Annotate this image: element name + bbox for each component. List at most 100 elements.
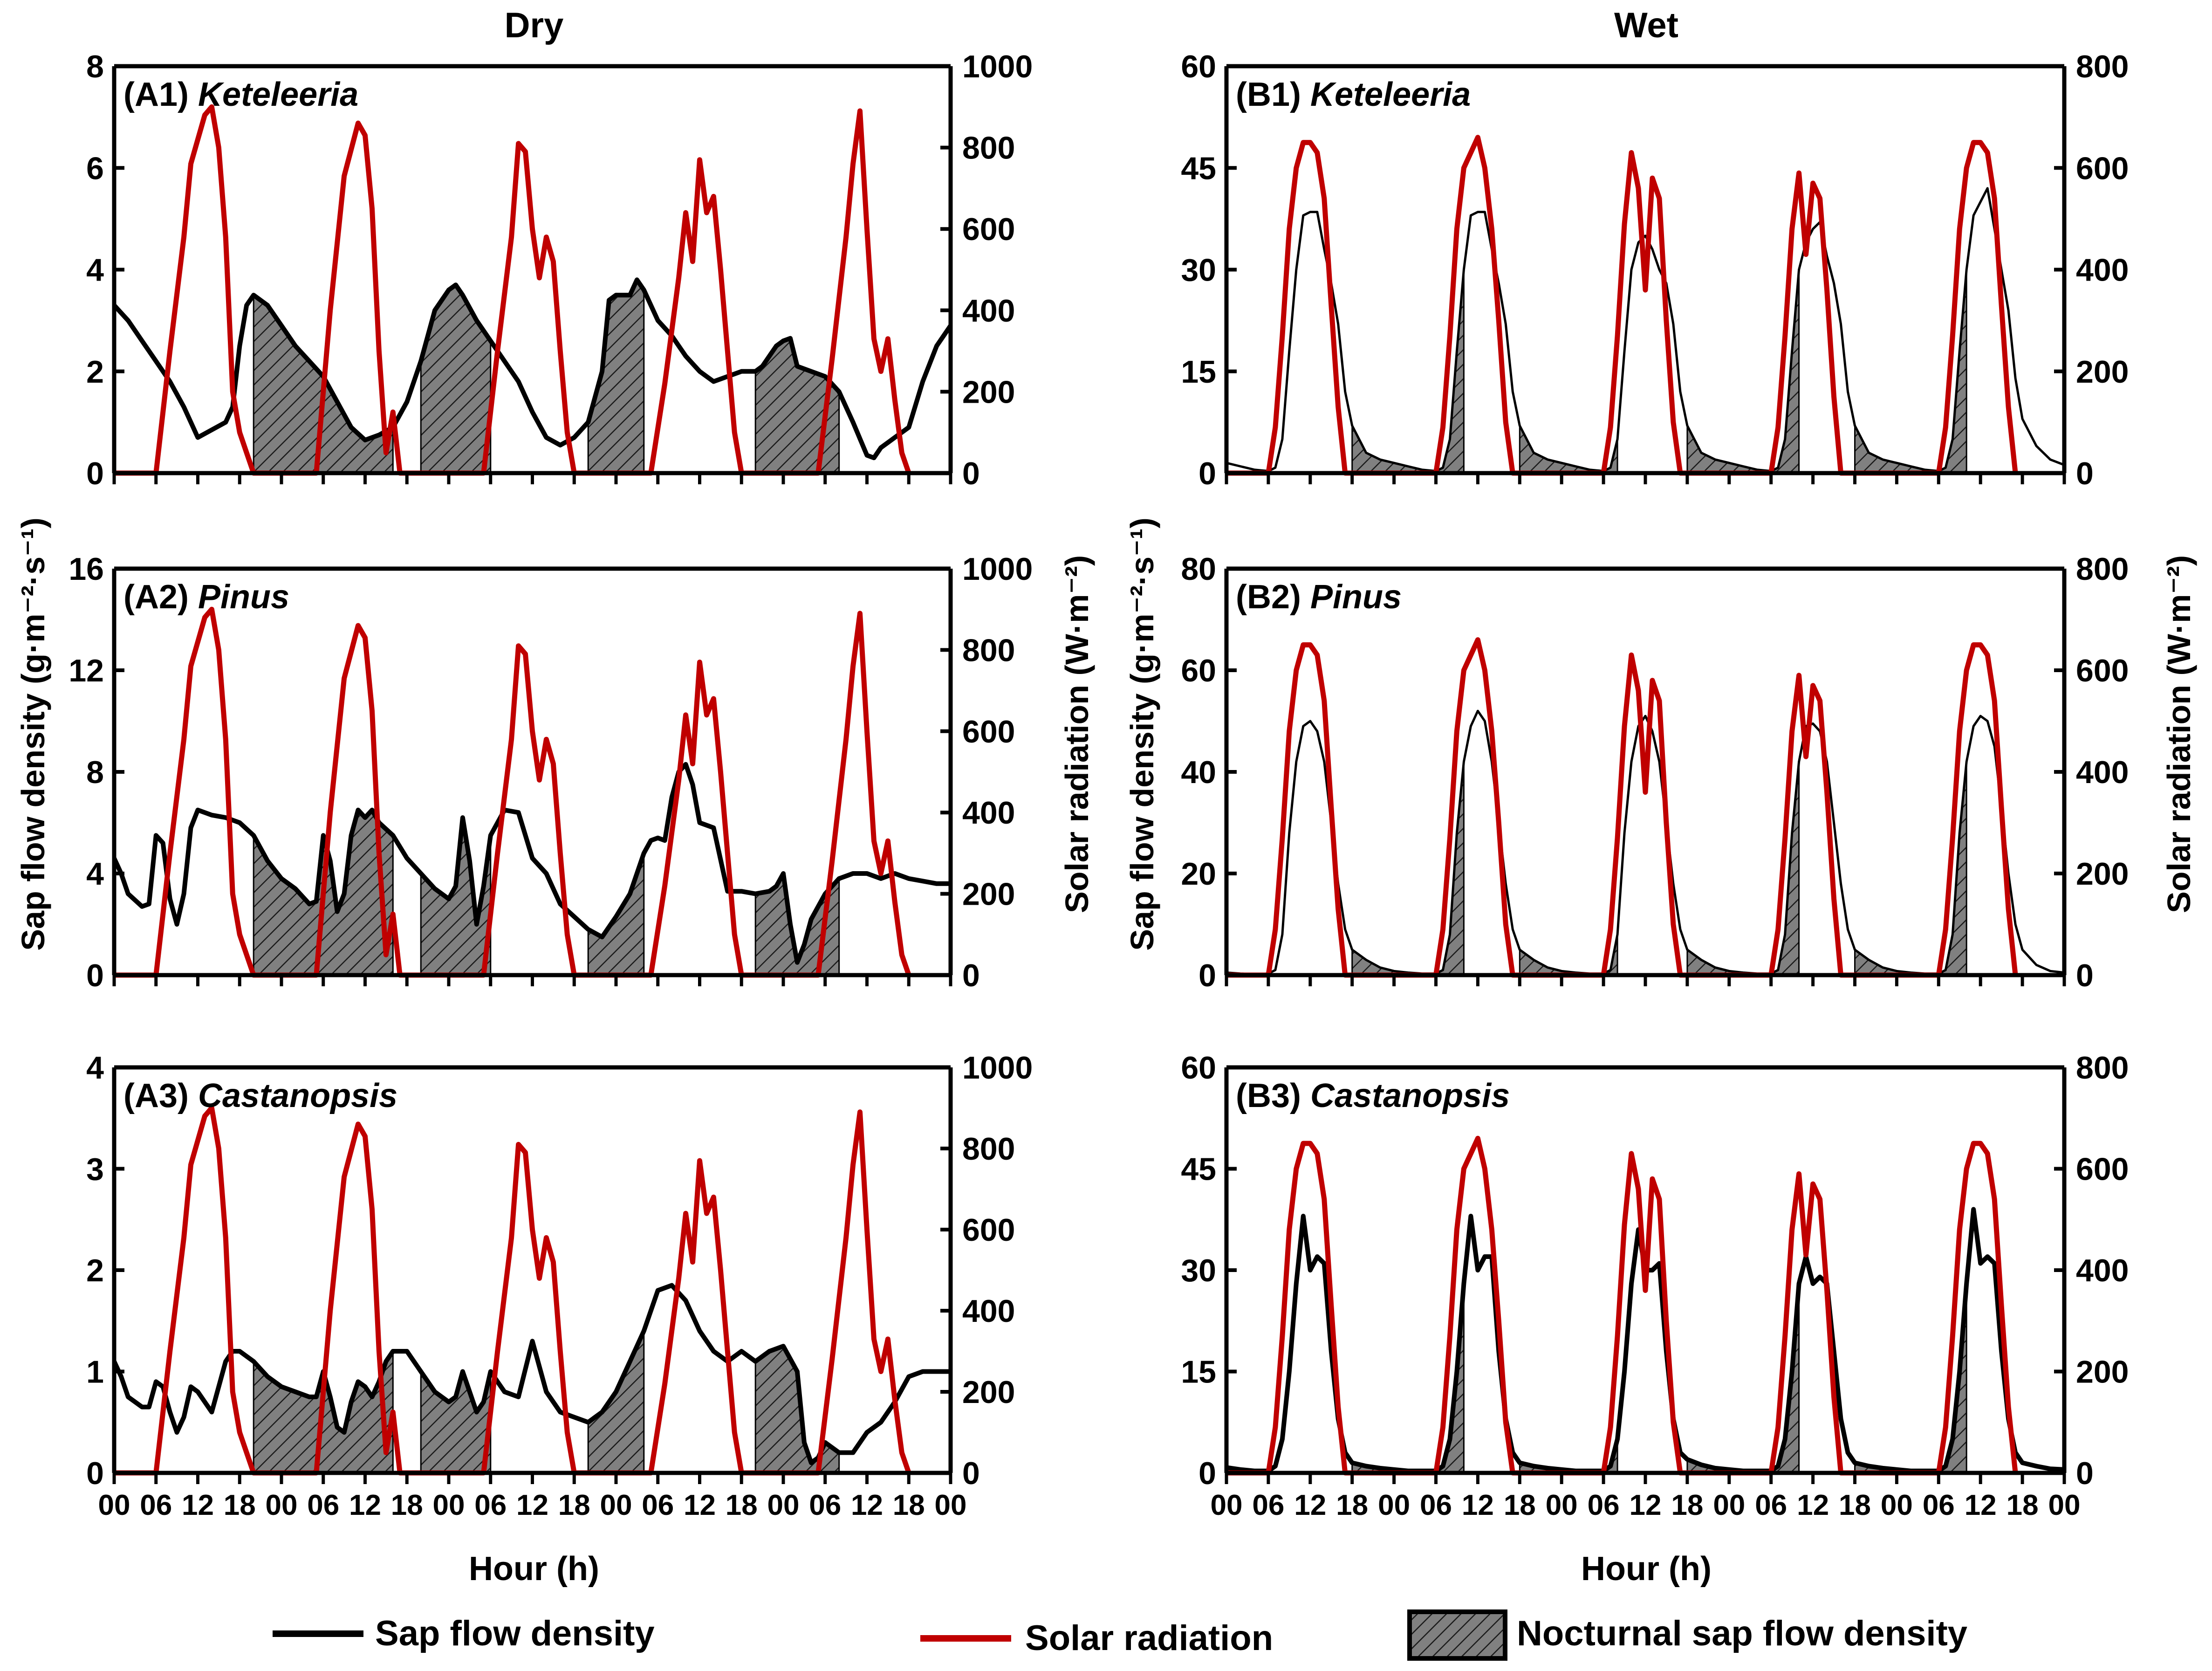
x-tick-label: 18 <box>1504 1489 1536 1521</box>
nocturnal-area <box>420 284 492 474</box>
x-tick-label: 18 <box>1671 1489 1703 1521</box>
right-tick-label: 200 <box>2076 856 2129 892</box>
x-tick-label: 12 <box>1630 1489 1662 1521</box>
column-title-wet: Wet <box>1614 6 1678 45</box>
x-tick-label: 06 <box>809 1489 841 1521</box>
right-tick-label: 0 <box>962 958 980 993</box>
left-tick-label: 80 <box>1181 551 1216 587</box>
x-tick-label: 12 <box>684 1489 716 1521</box>
x-tick-label: 00 <box>2048 1489 2081 1521</box>
panel-letter: (A2) <box>123 578 198 616</box>
right-tick-label: 200 <box>962 374 1015 410</box>
panel-letter: (A1) <box>123 76 198 113</box>
x-tick-label: 18 <box>558 1489 590 1521</box>
right-tick-label: 400 <box>2076 755 2129 790</box>
left-tick-label: 40 <box>1181 755 1216 790</box>
right-tick-label: 0 <box>962 456 980 491</box>
left-tick-label: 0 <box>1198 1456 1216 1491</box>
x-tick-label: 06 <box>1755 1489 1787 1521</box>
left-tick-label: 30 <box>1181 1253 1216 1288</box>
panel-genus: Pinus <box>1310 578 1402 616</box>
legend-sap-label: Sap flow density <box>375 1614 655 1653</box>
panel-genus: Pinus <box>198 578 289 616</box>
x-tick-label: 12 <box>1797 1489 1829 1521</box>
x-tick-label: 12 <box>349 1489 381 1521</box>
panel-label: (B2) Pinus <box>1236 578 1402 616</box>
panel-genus: Castanopsis <box>1310 1077 1510 1114</box>
right-tick-label: 200 <box>962 877 1015 912</box>
solar-radiation-line <box>1226 135 2018 476</box>
right-tick-label: 200 <box>962 1375 1015 1410</box>
x-tick-label: 18 <box>1336 1489 1368 1521</box>
left-tick-label: 30 <box>1181 253 1216 288</box>
legend: Sap flow density Solar radiation Nocturn… <box>273 1609 1967 1661</box>
panel-a2: 0 4 8 12 16 0 200 400 600 800 1000 (A2) Pinus <box>68 551 1033 993</box>
x-tick-label: 18 <box>2007 1489 2039 1521</box>
panel-letter: (B2) <box>1236 578 1310 616</box>
left-tick-label: 60 <box>1181 1050 1216 1086</box>
x-tick-label: 18 <box>726 1489 758 1521</box>
left-tick-label: 0 <box>86 958 104 993</box>
xlabel-wet: Hour (h) <box>1581 1550 1712 1588</box>
panel-genus: Keteleeria <box>1310 76 1471 113</box>
left-tick-label: 4 <box>86 1050 104 1086</box>
right-tick-label: 800 <box>962 1131 1015 1167</box>
right-tick-label: 400 <box>2076 1253 2129 1288</box>
sap-flow-line <box>112 277 953 461</box>
panel-a1: 0 2 4 6 8 0 200 400 600 800 1000 (A1) Keteleeria <box>86 49 1033 491</box>
column-title-dry: Dry <box>505 6 564 45</box>
left-tick-label: 2 <box>86 354 104 390</box>
left-tick-label: 0 <box>1198 456 1216 491</box>
x-tick-label: 12 <box>1965 1489 1997 1521</box>
x-tick-label: 00 <box>1713 1489 1745 1521</box>
x-tick-label: 12 <box>516 1489 548 1521</box>
panel-label: (A2) Pinus <box>123 578 289 616</box>
x-tick-label: 18 <box>1839 1489 1871 1521</box>
x-tick-label: 00 <box>767 1489 800 1521</box>
right-tick-label: 800 <box>962 633 1015 668</box>
right-ylabel-wet: Solar radiation (W·m⁻²) <box>2161 555 2197 913</box>
x-tick-label: 00 <box>266 1489 298 1521</box>
legend-solar-label: Solar radiation <box>1025 1618 1273 1658</box>
left-tick-label: 45 <box>1181 151 1216 186</box>
panel-label: (B1) Keteleeria <box>1236 76 1471 113</box>
xlabel-dry: Hour (h) <box>469 1550 599 1588</box>
left-tick-label: 15 <box>1181 354 1216 390</box>
right-tick-label: 0 <box>2076 958 2094 993</box>
right-tick-label: 400 <box>2076 253 2129 288</box>
left-tick-label: 8 <box>86 49 104 84</box>
left-tick-label: 4 <box>86 253 104 288</box>
left-tick-label: 1 <box>86 1355 104 1390</box>
x-tick-label: 06 <box>474 1489 507 1521</box>
solar-radiation-line <box>114 1105 911 1476</box>
sap-flow-line <box>1226 709 2065 976</box>
left-tick-label: 4 <box>86 856 104 892</box>
x-tick-label: 12 <box>1462 1489 1494 1521</box>
x-tick-label: 06 <box>1420 1489 1452 1521</box>
solar-radiation-line <box>114 606 911 978</box>
panel-letter: (B1) <box>1236 76 1310 113</box>
right-tick-label: 0 <box>2076 1456 2094 1491</box>
right-tick-label: 0 <box>962 1456 980 1491</box>
right-tick-label: 600 <box>962 1212 1015 1248</box>
right-tick-label: 0 <box>2076 456 2094 491</box>
x-tick-label: 06 <box>140 1489 172 1521</box>
x-tick-label: 06 <box>307 1489 339 1521</box>
panel-genus: Castanopsis <box>198 1077 397 1114</box>
right-tick-label: 1000 <box>962 49 1033 84</box>
right-tick-label: 800 <box>2076 49 2129 84</box>
right-tick-label: 600 <box>962 212 1015 247</box>
right-ylabel-dry: Solar radiation (W·m⁻²) <box>1059 555 1095 913</box>
x-tick-label: 12 <box>851 1489 883 1521</box>
left-tick-label: 15 <box>1181 1355 1216 1390</box>
left-tick-label: 16 <box>68 551 104 587</box>
x-tick-label: 18 <box>391 1489 423 1521</box>
right-tick-label: 800 <box>2076 551 2129 587</box>
right-tick-label: 200 <box>2076 1355 2129 1390</box>
